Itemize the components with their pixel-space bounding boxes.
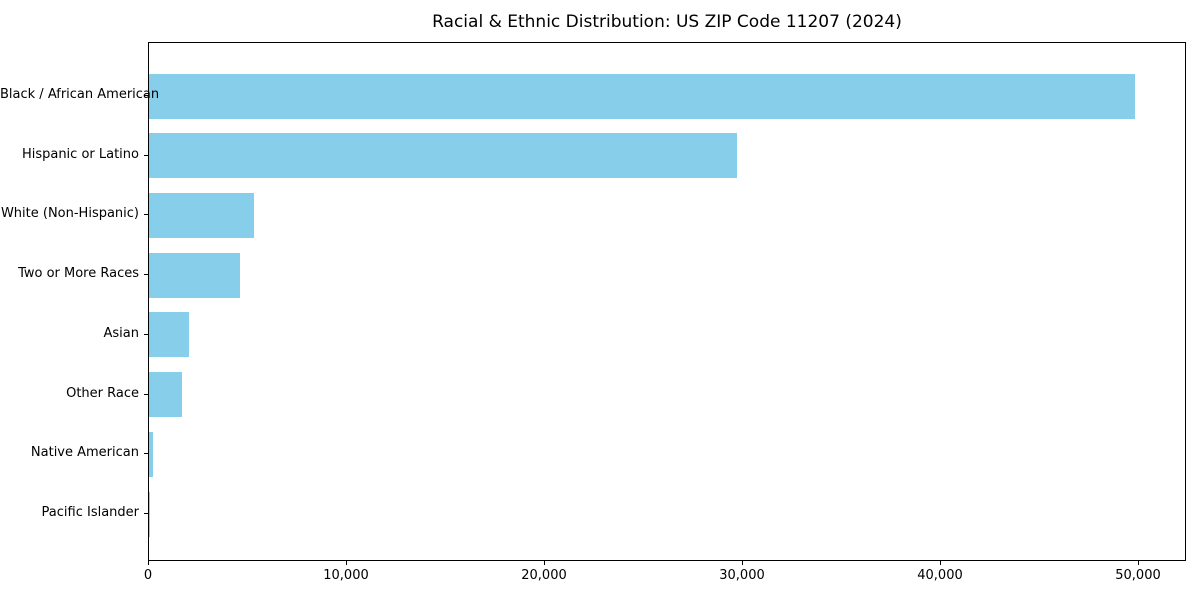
y-tick-mark — [144, 394, 148, 395]
chart-title: Racial & Ethnic Distribution: US ZIP Cod… — [432, 12, 902, 32]
y-axis-label: White (Non-Hispanic) — [0, 206, 139, 221]
x-tick-mark — [346, 561, 347, 565]
y-axis-label: Native American — [30, 445, 139, 460]
bar-pacific-islander — [149, 492, 150, 537]
bar-two-or-more-races — [149, 253, 240, 298]
bar-white-non-hispanic — [149, 193, 254, 238]
plot-area — [148, 42, 1186, 561]
x-axis-tick-label: 30,000 — [719, 568, 765, 583]
x-axis-tick-label: 50,000 — [1115, 568, 1161, 583]
y-tick-mark — [144, 95, 148, 96]
bar-hispanic-or-latino — [149, 133, 737, 178]
x-axis-tick-label: 40,000 — [917, 568, 963, 583]
x-axis-tick-label: 10,000 — [323, 568, 369, 583]
x-tick-mark — [544, 561, 545, 565]
y-tick-mark — [144, 214, 148, 215]
bar-black-african-american — [149, 74, 1135, 119]
x-axis-tick-label: 20,000 — [521, 568, 567, 583]
y-tick-mark — [144, 513, 148, 514]
y-axis-label: Two or More Races — [18, 266, 139, 281]
x-tick-mark — [148, 561, 149, 565]
bar-asian — [149, 312, 189, 357]
y-tick-mark — [144, 155, 148, 156]
x-axis-tick-label: 0 — [143, 568, 153, 583]
x-tick-mark — [742, 561, 743, 565]
y-axis-label: Black / African American — [0, 87, 160, 102]
y-axis-label: Asian — [103, 326, 139, 341]
y-tick-mark — [144, 453, 148, 454]
y-tick-mark — [144, 274, 148, 275]
x-tick-mark — [1138, 561, 1139, 565]
bar-native-american — [149, 432, 153, 477]
bar-other-race — [149, 372, 182, 417]
y-axis-label: Hispanic or Latino — [21, 147, 139, 162]
y-axis-label: Other Race — [66, 386, 139, 401]
y-axis-label: Pacific Islander — [41, 505, 139, 520]
x-tick-mark — [940, 561, 941, 565]
y-tick-mark — [144, 334, 148, 335]
